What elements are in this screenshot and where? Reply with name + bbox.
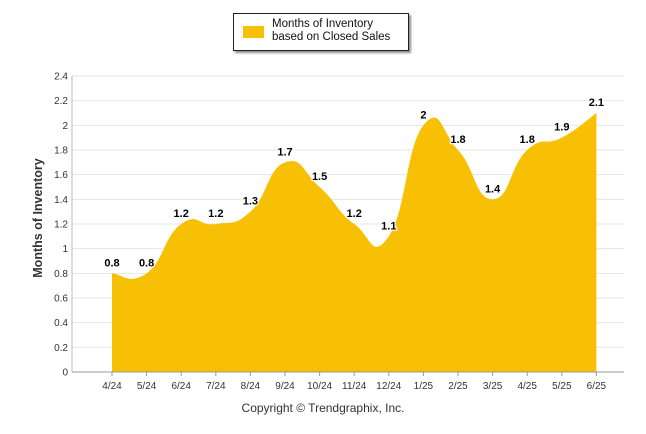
x-tick-label: 11/24 xyxy=(342,381,367,392)
y-tick-label: 2.4 xyxy=(54,72,68,83)
x-tick-label: 7/24 xyxy=(206,381,226,392)
data-label: 1.2 xyxy=(174,208,189,220)
y-tick-label: 2.2 xyxy=(54,96,68,107)
data-label: 1.7 xyxy=(277,146,292,158)
data-label: 1.8 xyxy=(450,134,465,146)
data-labels: 0.8 0.8 1.2 1.2 1.3 1.7 1.5 1.2 1.1 2 1.8 1.4 1.8 1.9… xyxy=(103,96,605,271)
series-area xyxy=(112,113,597,372)
x-tick-label: 2/25 xyxy=(448,381,468,392)
x-tick-label: 6/24 xyxy=(171,381,191,392)
chart-legend: Months of Inventory based on Closed Sale… xyxy=(233,13,409,51)
data-label: 1.9 xyxy=(554,122,569,134)
data-label: 0.8 xyxy=(139,257,154,269)
y-tick-label: 1.4 xyxy=(54,195,68,206)
y-tick-label: 0.6 xyxy=(54,294,68,305)
y-axis-title: Months of Inventory xyxy=(31,158,45,278)
x-tick-label: 12/24 xyxy=(376,381,401,392)
y-tick-label: 0.8 xyxy=(54,269,68,280)
data-label: 1.8 xyxy=(520,134,535,146)
x-tick-label: 5/24 xyxy=(137,381,157,392)
x-tick-label: 3/25 xyxy=(483,381,503,392)
x-tick-label: 1/25 xyxy=(414,381,434,392)
x-tick-label: 8/24 xyxy=(241,381,261,392)
y-tick-label: 0.2 xyxy=(54,343,68,354)
data-label: 2.1 xyxy=(589,97,604,109)
y-tick-label: 1.6 xyxy=(54,170,68,181)
y-tick-label: 1.8 xyxy=(54,146,68,157)
y-tick-label: 0 xyxy=(62,368,68,379)
y-axis-ticks: 0 0.2 0.4 0.6 0.8 1 1.2 1.4 1.6 1.8 2 2.2 2.4 xyxy=(54,72,68,379)
x-tick-label: 4/24 xyxy=(102,381,122,392)
legend-swatch xyxy=(243,26,264,38)
x-tick-label: 6/25 xyxy=(587,381,607,392)
data-label: 0.8 xyxy=(104,257,119,269)
x-tick-label: 9/24 xyxy=(275,381,295,392)
y-tick-label: 1 xyxy=(62,244,68,255)
data-label: 1.2 xyxy=(208,208,223,220)
legend-label: Months of Inventory based on Closed Sale… xyxy=(272,18,391,43)
y-tick-label: 2 xyxy=(62,121,68,132)
data-label: 2 xyxy=(420,109,426,121)
data-label: 1.4 xyxy=(485,183,501,195)
x-tick-label: 4/25 xyxy=(517,381,537,392)
x-tick-label: 10/24 xyxy=(307,381,332,392)
x-axis-ticks: 4/24 5/24 6/24 7/24 8/24 9/24 10/24 11/24 12/24 1… xyxy=(102,372,607,392)
x-tick-label: 5/25 xyxy=(552,381,572,392)
data-label: 1.1 xyxy=(381,220,396,232)
y-tick-label: 0.4 xyxy=(54,318,68,329)
copyright-text: Copyright © Trendgraphix, Inc. xyxy=(241,401,405,415)
data-label: 1.3 xyxy=(243,196,258,208)
data-label: 1.2 xyxy=(347,208,362,220)
y-tick-label: 1.2 xyxy=(54,220,68,231)
data-label: 1.5 xyxy=(312,171,327,183)
